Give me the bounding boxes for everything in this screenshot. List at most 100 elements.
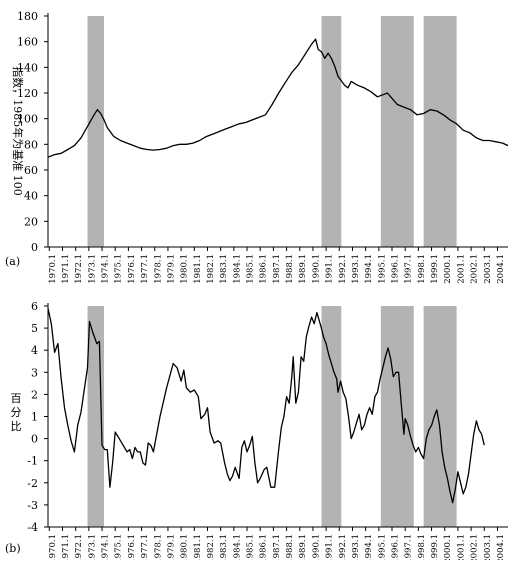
panel-b-x-tick-label: 1976.1 [127,534,137,560]
panel-b-y-tick-label: 6 [31,300,38,313]
panel-b-x-tick-label: 1999.1 [430,534,440,560]
panel-a-x-tick-label: 1986.1 [259,254,269,284]
panel-a-y-tick-label: 60 [24,164,38,177]
panel-b-x-tick-label: 2002.1 [470,534,480,560]
panel-b-x-tick-label: 1984.1 [232,534,242,560]
panel-a-shaded-period-4 [423,16,457,247]
panel-a: (a) 0 20 40 60 80 100 120 140 160 180 1970.1 1971.1… [5,10,509,284]
panel-b-x-tick-label: 1991.1 [325,534,335,560]
panel-b-x-tick-label: 1972.1 [74,534,84,560]
panel-a-y-tick-label: 120 [17,87,38,100]
panel-a-x-tick-label: 1978.1 [153,254,163,284]
panel-b-series-line [47,308,485,504]
panel-b-x-tick-label: 1989.1 [298,534,308,560]
panel-a-series-line [47,38,509,158]
panel-a-x-tick-label: 1982.1 [206,254,216,284]
panel-a-x-tick-label: 1973.1 [87,254,97,284]
panel-a-x-tick-label: 2000.1 [443,254,453,284]
panel-a-shaded-period-2 [321,16,342,247]
panel-a-x-tick-label: 1991.1 [325,254,335,284]
panel-b-x-tick-label: 1995.1 [377,534,387,560]
panel-b-x-tick-label: 1992.1 [338,534,348,560]
panel-a-y-axis-label: 指数，1985年为基准 100 [11,66,25,196]
panel-a-x-tick-label: 1992.1 [338,254,348,284]
panel-b-x-tick-label: 1983.1 [219,534,229,560]
panel-a-x-tick-label: 1972.1 [74,254,84,284]
panel-b-shaded-period-3 [380,306,414,527]
panel-a-x-tick-label: 1976.1 [127,254,137,284]
panel-b-x-tick-label: 2003.1 [483,534,493,560]
panel-b-x-tick-label: 1985.1 [246,534,256,560]
panel-b-x-tick-label: 1977.1 [140,534,150,560]
panel-a-y-tick-label: 140 [17,61,38,74]
panel-b-x-tick-label: 1980.1 [180,534,190,560]
panel-a-shaded-period-1 [87,16,105,247]
panel-b-x-tick-label: 1975.1 [114,534,124,560]
panel-a-y-tick-label: 0 [31,241,38,254]
panel-a-x-tick-label: 2004.1 [496,254,506,284]
panel-b-x-tick-label: 1997.1 [404,534,414,560]
panel-a-x-tick-label: 1998.1 [417,254,427,284]
panel-a-x-tick-label: 1974.1 [101,254,111,284]
panel-b-x-tick-label: 2004.1 [496,534,506,560]
panel-a-x-tick-label: 1994.1 [364,254,374,284]
panel-b-y-tick-label: 1 [31,411,38,424]
panel-b-y-axis-label: 百分比 [11,392,22,433]
panel-a-y-tick-label: 100 [17,113,38,126]
panel-a-shaded-period-3 [380,16,414,247]
panel-b-x-tick-label: 1979.1 [166,534,176,560]
panel-a-x-tick-label: 1971.1 [61,254,71,284]
panel-b-x-tick-label: 1981.1 [193,534,203,560]
panel-a-y-tick-label: 160 [17,36,38,49]
panel-a-x-tick-label: 2002.1 [470,254,480,284]
panel-a-y-tick-label: 20 [24,215,38,228]
panel-b-x-tick-label: 1998.1 [417,534,427,560]
panel-b-x-tick-label: 1996.1 [391,534,401,560]
panel-a-x-tick-label: 1985.1 [246,254,256,284]
panel-b-x-tick-label: 2000.1 [443,534,453,560]
panel-b-x-tick-label: 1993.1 [351,534,361,560]
panel-b-shaded-period-4 [423,306,457,527]
panel-b-y-tick-label: 2 [31,388,38,401]
panel-a-x-tick-label: 1975.1 [114,254,124,284]
panel-b-y-tick-label: -1 [27,455,38,468]
panel-a-x-tick-label: 1980.1 [180,254,190,284]
panel-b-x-tick-label: 2001.1 [456,534,466,560]
panel-b-y-tick-label: -4 [27,521,38,534]
panel-a-x-tick-label: 1970.1 [48,254,58,284]
panel-a-y-tick-label: 40 [24,190,38,203]
panel-a-x-tick-label: 1979.1 [166,254,176,284]
panel-b-x-tick-label: 1973.1 [87,534,97,560]
panel-a-x-tick-label: 1990.1 [311,254,321,284]
panel-b-x-tick-label: 1988.1 [285,534,295,560]
panel-a-x-tick-label: 1981.1 [193,254,203,284]
panel-b-x-tick-label: 1990.1 [311,534,321,560]
panel-b-x-tick-label: 1970.1 [48,534,58,560]
panel-b-y-tick-label: 3 [31,366,38,379]
panel-b-y-tick-label: -2 [27,477,38,490]
panel-b-y-tick-label: 5 [31,322,38,335]
panel-a-x-tick-label: 1984.1 [232,254,242,284]
panel-b-shaded-period-2 [321,306,342,527]
panel-a-x-tick-label: 1988.1 [285,254,295,284]
panel-a-y-tick-label: 180 [17,10,38,23]
panel-a-x-tick-label: 1983.1 [219,254,229,284]
panel-b-x-tick-label: 1974.1 [101,534,111,560]
panel-a-y-tick-label: 80 [24,138,38,151]
panel-a-x-tick-label: 1995.1 [377,254,387,284]
panel-a-x-tick-label: 1977.1 [140,254,150,284]
panel-a-x-tick-label: 1999.1 [430,254,440,284]
panel-b-x-tick-label: 1978.1 [153,534,163,560]
panel-b-x-tick-label: 1971.1 [61,534,71,560]
panel-a-label: (a) [5,255,20,268]
panel-b-label: (b) [5,542,21,555]
panel-b-y-tick-label: 4 [31,344,38,357]
panel-a-x-tick-label: 1993.1 [351,254,361,284]
panel-a-x-tick-label: 1997.1 [404,254,414,284]
panel-a-x-tick-label: 1989.1 [298,254,308,284]
panel-a-x-tick-label: 2001.1 [456,254,466,284]
panel-a-x-tick-label: 2003.1 [483,254,493,284]
